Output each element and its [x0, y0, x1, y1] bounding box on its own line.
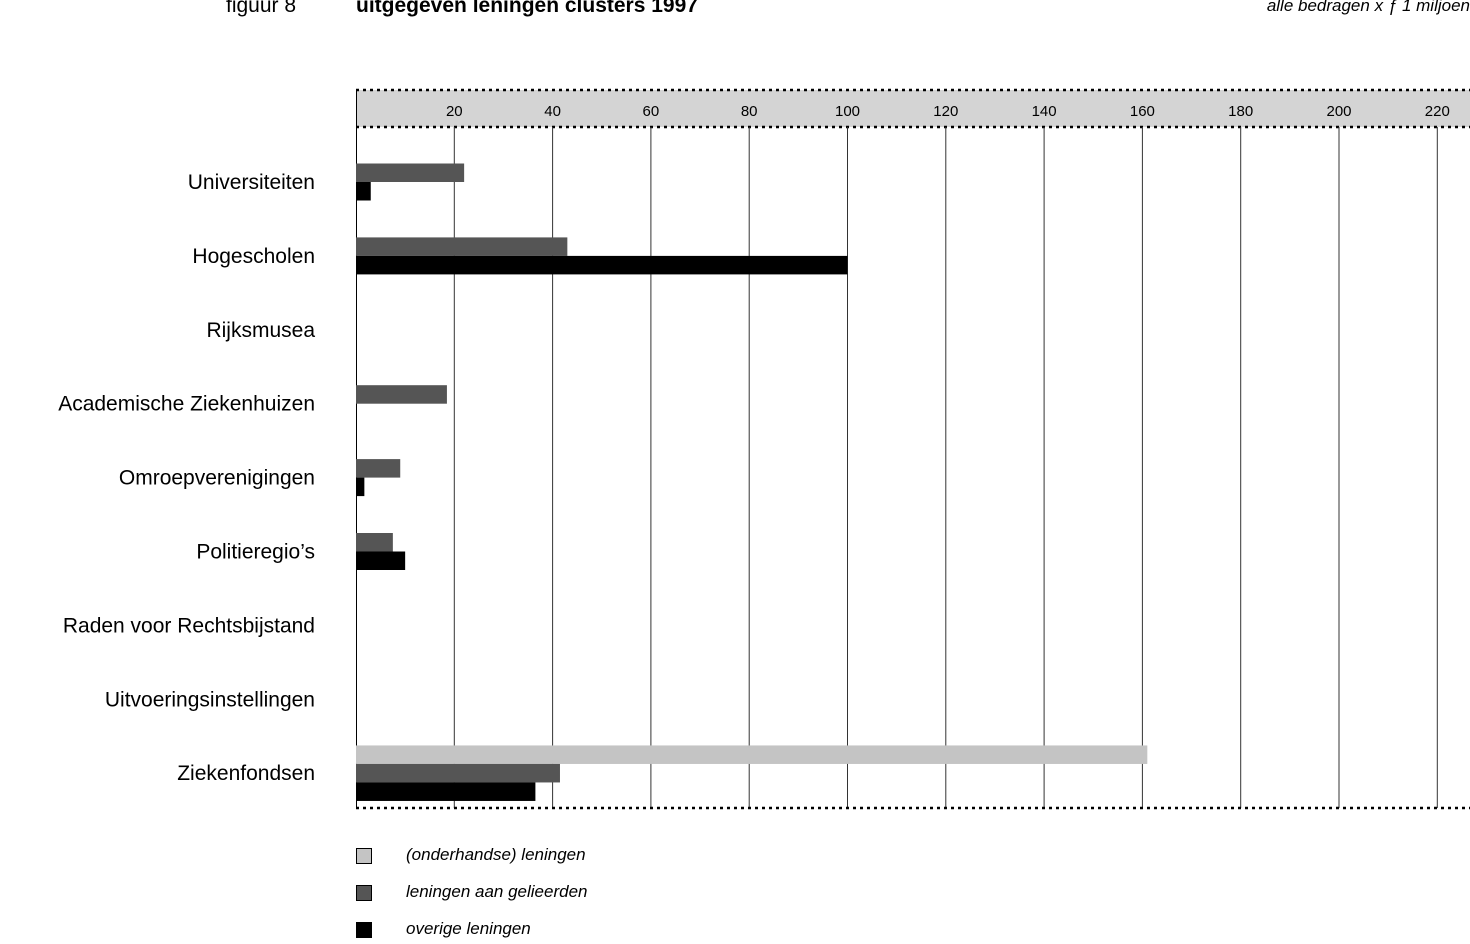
bar [356, 551, 406, 570]
x-tick-label-220: 220 [1425, 103, 1450, 120]
bar [356, 533, 393, 552]
x-tick-label-40: 40 [544, 103, 561, 120]
bar [356, 182, 371, 201]
bar [356, 782, 536, 801]
unit-note: alle bedragen x ƒ 1 miljoen [1266, 0, 1470, 15]
category-label: Hogescholen [192, 245, 315, 268]
bar-chart: 20 40 60 80 100 120 140 160 180 200 220 Universitei… [58, 88, 1470, 810]
category-label: Academische Ziekenhuizen [58, 393, 315, 416]
x-tick-label-60: 60 [643, 103, 660, 120]
category-label: Politieregio’s [196, 541, 315, 564]
x-tick-label-180: 180 [1228, 103, 1253, 120]
x-tick-label-100: 100 [835, 103, 860, 120]
bar [356, 745, 1148, 764]
category-label: Universiteiten [188, 171, 315, 194]
legend-swatch [356, 848, 372, 864]
bar [356, 477, 365, 497]
x-tick-label-160: 160 [1130, 103, 1155, 120]
category-label: Omroepverenigingen [119, 467, 315, 490]
category-label: Ziekenfondsen [177, 762, 315, 785]
chart-title: uitgegeven leningen clusters 1997 [356, 0, 698, 17]
bar [356, 385, 447, 404]
x-tick-label-200: 200 [1326, 103, 1351, 120]
bar [356, 237, 568, 256]
x-tick-label-120: 120 [933, 103, 958, 120]
figure-label: figuur 8 [226, 0, 297, 17]
bar [356, 163, 465, 182]
x-tick-label-140: 140 [1032, 103, 1057, 120]
x-tick-label-80: 80 [741, 103, 758, 120]
bar [356, 763, 560, 783]
legend-label: overige leningen [406, 919, 531, 938]
category-label: Uitvoeringsinstellingen [105, 688, 315, 711]
category-label: Rijksmusea [206, 319, 315, 342]
x-tick-label-20: 20 [446, 103, 463, 120]
legend-swatch [356, 885, 372, 901]
legend-label: (onderhandse) leningen [406, 845, 586, 864]
legend-swatch [356, 922, 372, 938]
legend-label: leningen aan gelieerden [406, 882, 588, 901]
bar [356, 255, 848, 275]
bar [356, 459, 401, 478]
category-label: Raden voor Rechtsbijstand [63, 614, 315, 637]
axis-band [356, 90, 1470, 127]
